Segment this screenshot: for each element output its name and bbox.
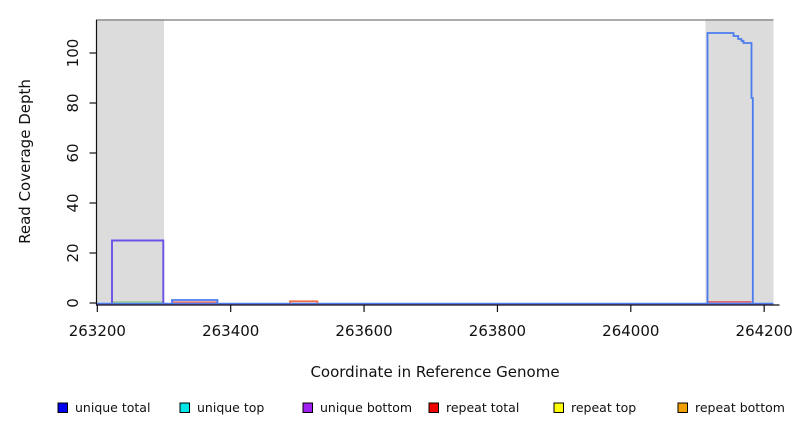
legend-label: unique total [75, 400, 150, 415]
legend-swatch-icon [302, 402, 313, 413]
legend-swatch-icon [179, 402, 190, 413]
x-tick-label: 263400 [202, 322, 259, 340]
x-tick-label: 263200 [69, 322, 126, 340]
series-repeat-bottom-bump [289, 300, 319, 303]
legend-label: repeat bottom [695, 400, 785, 415]
x-tick-label: 264200 [736, 322, 792, 340]
legend-swatch-icon [428, 402, 439, 413]
y-tick-label: 60 [64, 143, 82, 162]
series-unique-total-small-bump [171, 299, 219, 303]
series-unique-bottom-block [111, 239, 165, 303]
legend-swatch-icon [677, 402, 688, 413]
x-tick-label: 264000 [602, 322, 659, 340]
legend-item-repeat-total: repeat total [428, 400, 519, 415]
x-tick-label: 263600 [335, 322, 392, 340]
legend-label: unique bottom [320, 400, 412, 415]
y-tick-label: 40 [64, 193, 82, 212]
y-axis-label: Read Coverage Depth [16, 79, 34, 244]
legend-item-unique-total: unique total [57, 400, 150, 415]
legend-label: repeat top [571, 400, 636, 415]
legend-swatch-icon [57, 402, 68, 413]
legend-label: unique top [197, 400, 264, 415]
legend-item-unique-bottom: unique bottom [302, 400, 412, 415]
legend-label: repeat total [446, 400, 519, 415]
legend-item-repeat-top: repeat top [553, 400, 636, 415]
x-tick-label: 263800 [469, 322, 526, 340]
repeat-region-right [705, 19, 774, 304]
y-tick-label: 80 [64, 93, 82, 112]
legend-item-unique-top: unique top [179, 400, 264, 415]
series-unique-total-right-peak [706, 32, 754, 303]
legend-item-repeat-bottom: repeat bottom [677, 400, 785, 415]
legend-swatch-icon [553, 402, 564, 413]
y-tick-label: 0 [64, 298, 82, 308]
repeat-region-left [96, 19, 165, 304]
y-tick-label: 20 [64, 243, 82, 262]
x-axis-label: Coordinate in Reference Genome [310, 363, 559, 381]
y-tick-label: 100 [64, 39, 82, 68]
